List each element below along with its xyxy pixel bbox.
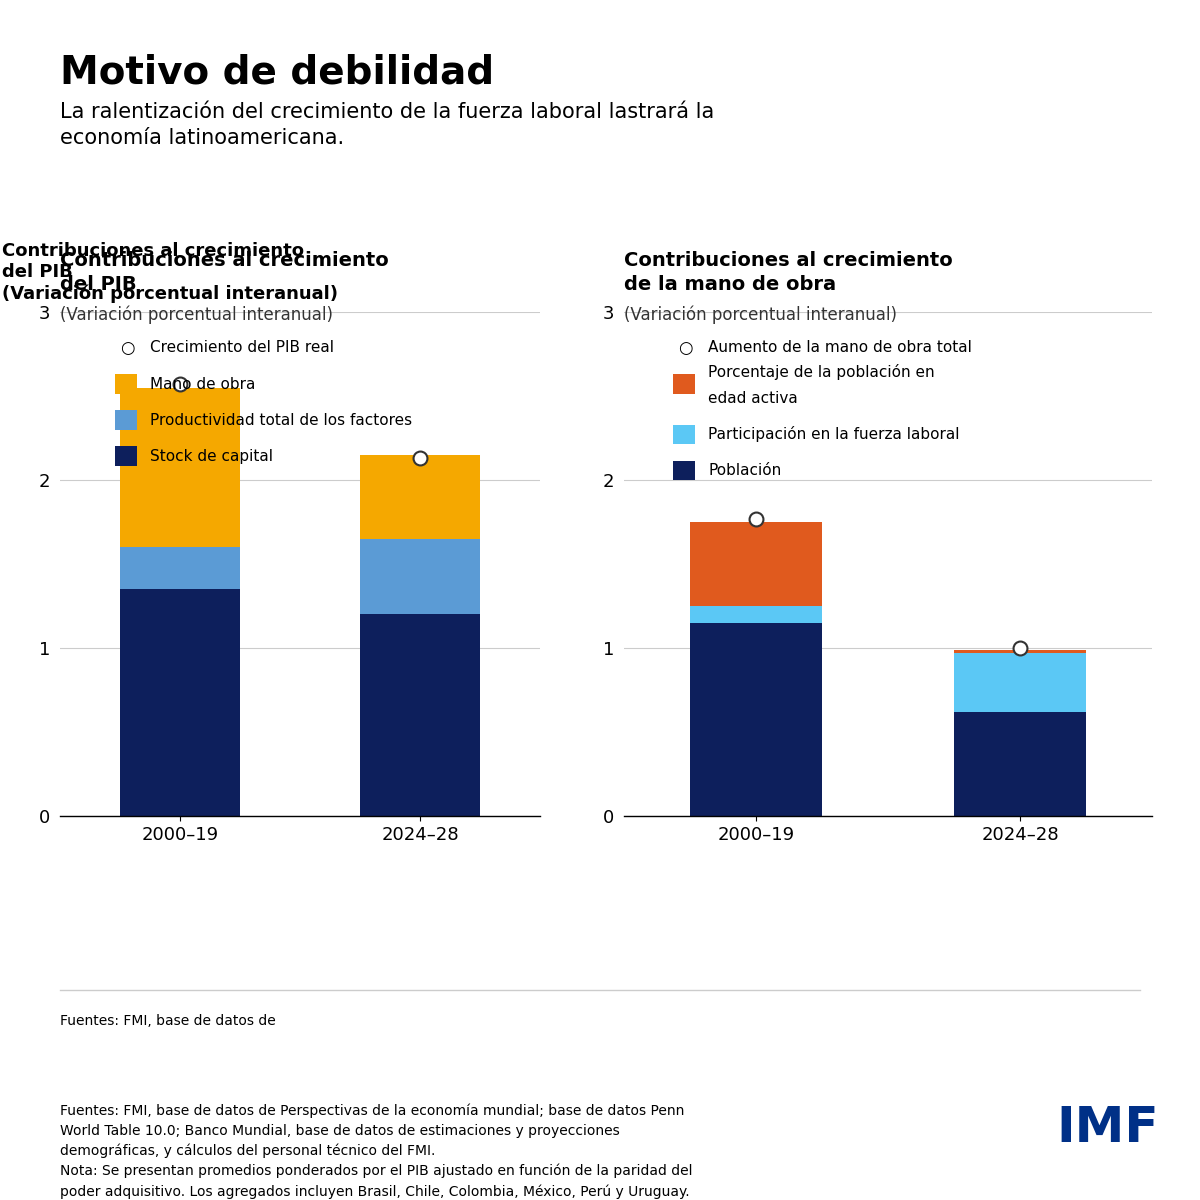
Bar xyxy=(690,606,822,623)
Text: Fuentes: FMI, base de datos de: Fuentes: FMI, base de datos de xyxy=(60,1014,280,1028)
Bar xyxy=(360,455,480,539)
Text: Fuentes: FMI, base de datos de Perspectivas de la economía mundial; base de dato: Fuentes: FMI, base de datos de Perspecti… xyxy=(60,1104,692,1199)
Text: Productividad total de los factores: Productividad total de los factores xyxy=(150,413,412,427)
Bar xyxy=(954,649,1086,653)
Bar xyxy=(954,712,1086,816)
Text: Porcentaje de la población en: Porcentaje de la población en xyxy=(708,364,935,380)
Text: (Variación porcentual interanual): (Variación porcentual interanual) xyxy=(60,306,334,324)
Bar xyxy=(120,589,240,816)
Text: IMF: IMF xyxy=(1056,1104,1159,1152)
Text: Contribuciones al crecimiento
del PIB: Contribuciones al crecimiento del PIB xyxy=(60,252,389,294)
Bar xyxy=(360,539,480,614)
Text: Participación en la fuerza laboral: Participación en la fuerza laboral xyxy=(708,426,960,443)
Bar xyxy=(690,522,822,606)
Text: Motivo de debilidad: Motivo de debilidad xyxy=(60,54,494,92)
Bar xyxy=(120,388,240,547)
Text: Aumento de la mano de obra total: Aumento de la mano de obra total xyxy=(708,341,972,355)
Text: Stock de capital: Stock de capital xyxy=(150,449,274,463)
Text: Mano de obra: Mano de obra xyxy=(150,377,256,391)
Text: Contribuciones al crecimiento
de la mano de obra: Contribuciones al crecimiento de la mano… xyxy=(624,252,953,294)
Text: edad activa: edad activa xyxy=(708,391,798,406)
Bar xyxy=(120,547,240,589)
Text: (Variación porcentual interanual): (Variación porcentual interanual) xyxy=(624,306,898,324)
Bar xyxy=(690,623,822,816)
Text: La ralentización del crecimiento de la fuerza laboral lastrará la
economía latin: La ralentización del crecimiento de la f… xyxy=(60,102,714,149)
Text: ○: ○ xyxy=(120,338,134,358)
Bar xyxy=(954,653,1086,712)
Text: Crecimiento del PIB real: Crecimiento del PIB real xyxy=(150,341,334,355)
Text: Contribuciones al crecimiento
del PIB
(Variación porcentual interanual): Contribuciones al crecimiento del PIB (V… xyxy=(2,242,338,302)
Bar xyxy=(360,614,480,816)
Text: Población: Población xyxy=(708,463,781,478)
Text: ○: ○ xyxy=(678,338,692,358)
